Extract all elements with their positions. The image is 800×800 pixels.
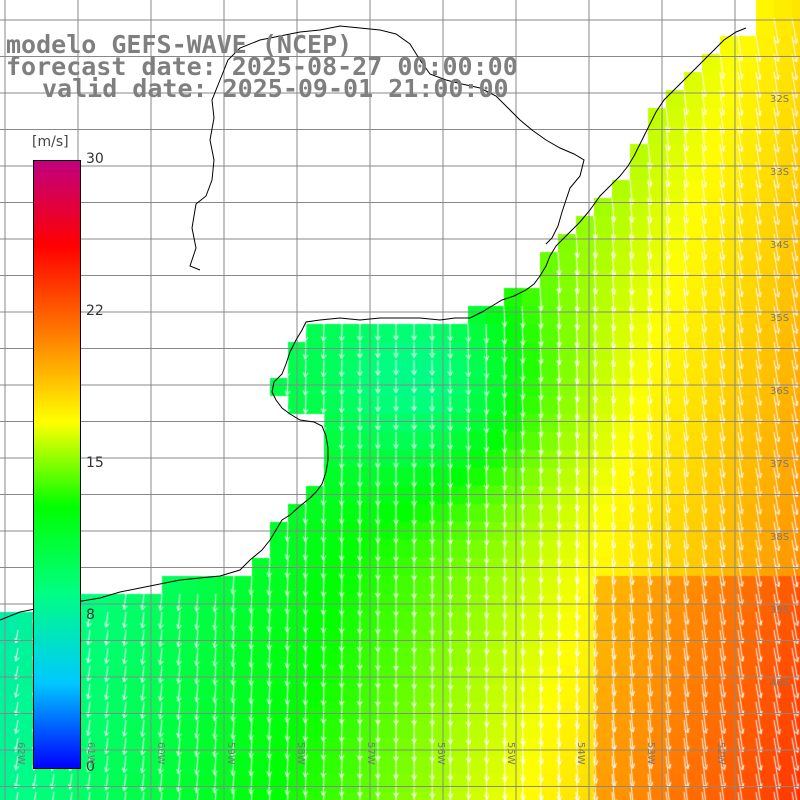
colorbar [33,160,81,769]
lat-label-33s: 33S [770,167,790,178]
lat-label-38s: 38S [770,532,790,543]
coastline [0,27,747,621]
colorbar-tick-15: 15 [86,455,104,471]
colorbar-tick-8: 8 [86,607,95,623]
lon-label-58w: 58W [295,742,306,765]
lat-label-37s: 37S [770,459,790,470]
title-forecast-date: forecast date: 2025-08-27 00:00:00 [6,52,518,81]
country-border [189,25,585,271]
lon-label-53w: 53W [645,742,656,765]
lon-label-62w: 62W [15,742,26,765]
lat-label-36s: 36S [770,386,790,397]
title-model: modelo GEFS-WAVE (NCEP) [6,30,353,59]
lat-label-32s: 32S [770,94,790,105]
colorbar-unit: [m/s] [32,134,69,150]
lon-label-54w: 54W [575,742,586,765]
colorbar-tick-0: 0 [86,759,95,775]
colorbar-tick-22: 22 [86,303,104,319]
lat-label-35s: 35S [770,313,790,324]
colorbar-tick-30: 30 [86,151,104,167]
lon-label-61w: 61W [85,742,96,765]
lon-label-52w: 52W [715,742,726,765]
lon-label-60w: 60W [155,742,166,765]
lat-label-39s: 39S [770,605,790,616]
lat-label-40s: 40S [770,678,790,689]
lon-label-55w: 55W [505,742,516,765]
title-valid-date: valid date: 2025-09-01 21:00:00 [42,74,509,103]
lon-label-59w: 59W [225,742,236,765]
lon-label-56w: 56W [435,742,446,765]
lon-label-57w: 57W [365,742,376,765]
lat-label-34s: 34S [770,240,790,251]
